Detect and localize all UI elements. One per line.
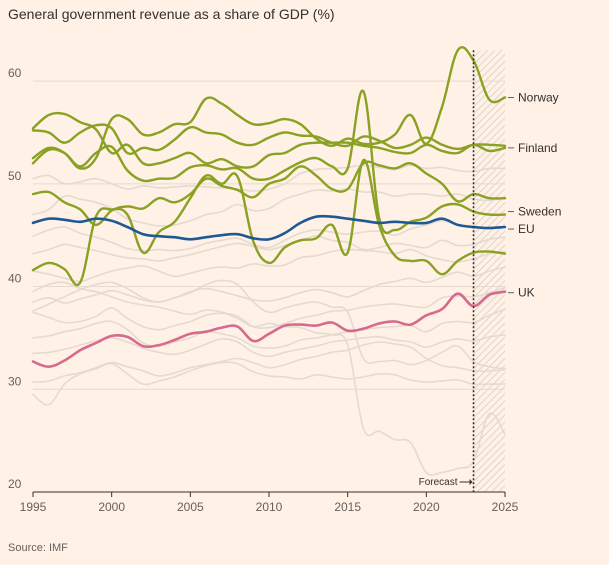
series-line-bg11 xyxy=(32,361,506,406)
series-line-bg13 xyxy=(32,281,506,476)
forecast-arrow-icon xyxy=(459,479,473,485)
series-line-bg10 xyxy=(32,341,506,383)
y-tick-label: 50 xyxy=(8,169,22,183)
series-line-bg5 xyxy=(32,248,506,283)
forecast-label: Forecast xyxy=(419,477,458,488)
series-line-bg7 xyxy=(32,286,506,331)
series-line-uk xyxy=(31,290,507,368)
series-label-eu: EU xyxy=(518,222,535,236)
series-line-bg1 xyxy=(32,164,506,192)
x-tick-label: 2000 xyxy=(98,500,125,514)
series-label-sweden: Sweden xyxy=(518,205,561,219)
series-line-green-6 xyxy=(31,158,507,287)
y-tick-label: 20 xyxy=(8,477,22,491)
x-tick-label: 2020 xyxy=(413,500,440,514)
x-tick-label: 1995 xyxy=(20,500,47,514)
series-line-eu xyxy=(31,214,507,241)
series-line-bg12 xyxy=(32,279,506,370)
series-label-norway: Norway xyxy=(518,91,559,105)
chart-title: General government revenue as a share of… xyxy=(8,6,335,22)
series-line-bg9 xyxy=(32,334,506,358)
series-label-uk: UK xyxy=(518,286,535,300)
y-tick-label: 30 xyxy=(8,374,22,388)
x-tick-label: 2025 xyxy=(492,500,519,514)
source-note: Source: IMF xyxy=(8,542,68,554)
series-line-bg6 xyxy=(32,266,506,304)
background-series xyxy=(32,164,506,476)
y-tick-label: 40 xyxy=(8,272,22,286)
axes: 1995 2000 2005 2010 2015 2020 2025 xyxy=(20,491,519,514)
series-line-norway-alt- xyxy=(31,123,507,156)
x-tick-label: 2015 xyxy=(334,500,361,514)
y-tick-label: 60 xyxy=(8,66,22,80)
series-line-sweden xyxy=(31,89,507,235)
x-tick-label: 2010 xyxy=(256,500,283,514)
series-line-bg3 xyxy=(32,220,506,252)
series-line-finland xyxy=(31,111,507,169)
x-tick-label: 2005 xyxy=(177,500,204,514)
series-line-bg8 xyxy=(32,308,506,349)
series-line-bg4 xyxy=(32,235,506,262)
series-line-norway xyxy=(31,45,507,170)
series-labels: Norway Finland Sweden EU UK xyxy=(508,91,561,300)
series-line-green-5 xyxy=(31,160,507,227)
series-label-finland: Finland xyxy=(518,141,557,155)
highlight-series xyxy=(31,45,507,368)
